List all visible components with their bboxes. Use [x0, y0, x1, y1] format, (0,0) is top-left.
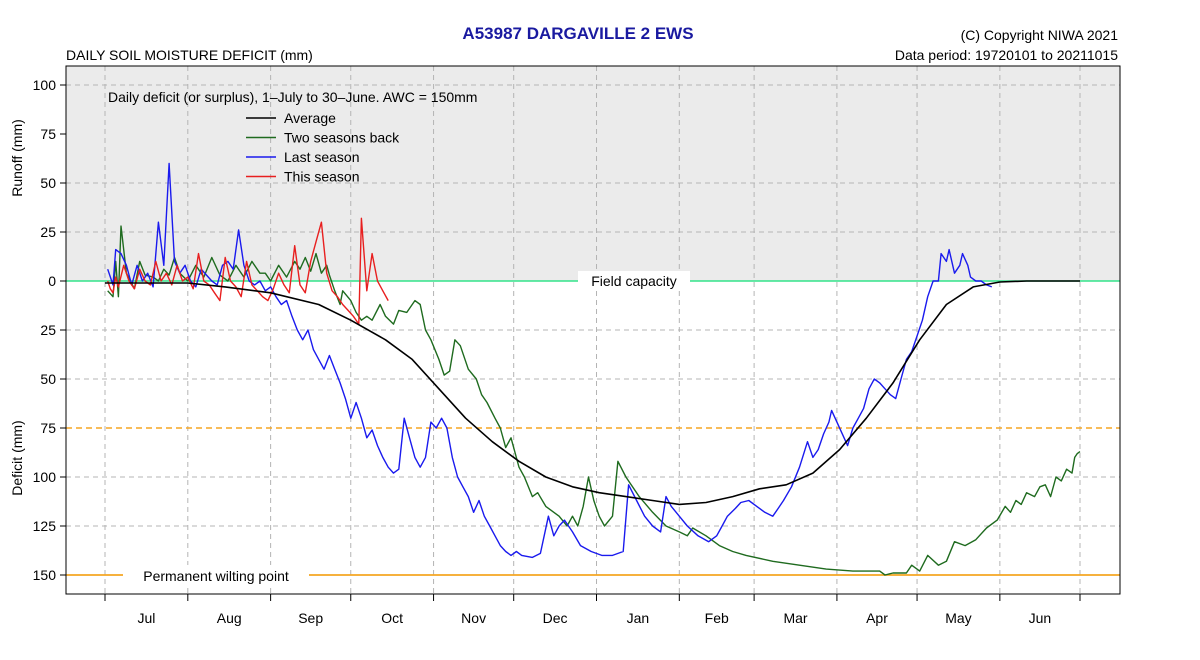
month-label-aug: Aug	[217, 610, 242, 626]
y-tick-label: 0	[48, 273, 56, 289]
field-capacity-label: Field capacity	[591, 273, 677, 289]
wilting-point-label-group: Permanent wilting point	[123, 565, 309, 585]
legend-label: Average	[284, 110, 336, 126]
y-tick-label: 100	[33, 469, 57, 485]
field-capacity-label-bg	[578, 271, 690, 291]
month-label-jul: Jul	[137, 610, 155, 626]
series-line-two-seasons-back	[107, 225, 1081, 576]
wilting-point-label: Permanent wilting point	[143, 568, 289, 584]
data-period-text: Data period: 19720101 to 20211015	[895, 47, 1118, 63]
month-label-nov: Nov	[461, 610, 486, 626]
legend-label: This season	[284, 169, 359, 185]
month-label-mar: Mar	[783, 610, 807, 626]
series-line-this-season	[107, 217, 389, 325]
series-line-average	[105, 280, 1080, 506]
y-tick-label: 75	[40, 126, 56, 142]
month-label-dec: Dec	[543, 610, 568, 626]
plot-area: 100 75 50 25 0 25 50 75 100 125 150 Jul Aug Sep Oct No…	[33, 65, 1121, 626]
month-label-jan: Jan	[627, 610, 650, 626]
legend: Average Two seasons back Last season This s…	[246, 110, 400, 185]
month-label-may: May	[945, 610, 971, 626]
month-label-feb: Feb	[705, 610, 729, 626]
copyright-text: (C) Copyright NIWA 2021	[961, 27, 1119, 43]
y-tick-label: 25	[40, 224, 56, 240]
field-capacity-label-group: Field capacity	[578, 271, 690, 291]
y-tick-label: 75	[40, 420, 56, 436]
x-axis-ticks: Jul Aug Sep Oct Nov Dec Jan Feb Mar Apr May Jun	[104, 594, 1081, 626]
y-tick-label: 150	[33, 567, 57, 583]
y-axis-ticks: 100 75 50 25 0 25 50 75 100 125 150	[33, 77, 66, 583]
y-tick-label: 125	[33, 518, 57, 534]
month-label-oct: Oct	[381, 610, 403, 626]
month-label-jun: Jun	[1029, 610, 1052, 626]
month-label-sep: Sep	[298, 610, 323, 626]
y-axis-label-deficit: Deficit (mm)	[9, 420, 25, 495]
chart-annotation: Daily deficit (or surplus), 1–July to 30…	[108, 89, 477, 105]
y-axis-label-runoff: Runoff (mm)	[9, 119, 25, 197]
y-tick-label: 50	[40, 371, 56, 387]
series-lines	[105, 162, 1081, 576]
runoff-zone	[66, 66, 1120, 281]
y-tick-label: 50	[40, 175, 56, 191]
series-line-last-season	[107, 162, 993, 559]
legend-label: Two seasons back	[284, 130, 400, 146]
month-label-apr: Apr	[866, 610, 888, 626]
chart-subtitle: DAILY SOIL MOISTURE DEFICIT (mm)	[66, 47, 313, 63]
y-tick-label: 25	[40, 322, 56, 338]
station-title: A53987 DARGAVILLE 2 EWS	[462, 24, 693, 43]
wilting-point-label-bg	[123, 565, 309, 585]
y-tick-label: 100	[33, 77, 57, 93]
grid-lines	[66, 66, 1120, 594]
legend-label: Last season	[284, 149, 360, 165]
